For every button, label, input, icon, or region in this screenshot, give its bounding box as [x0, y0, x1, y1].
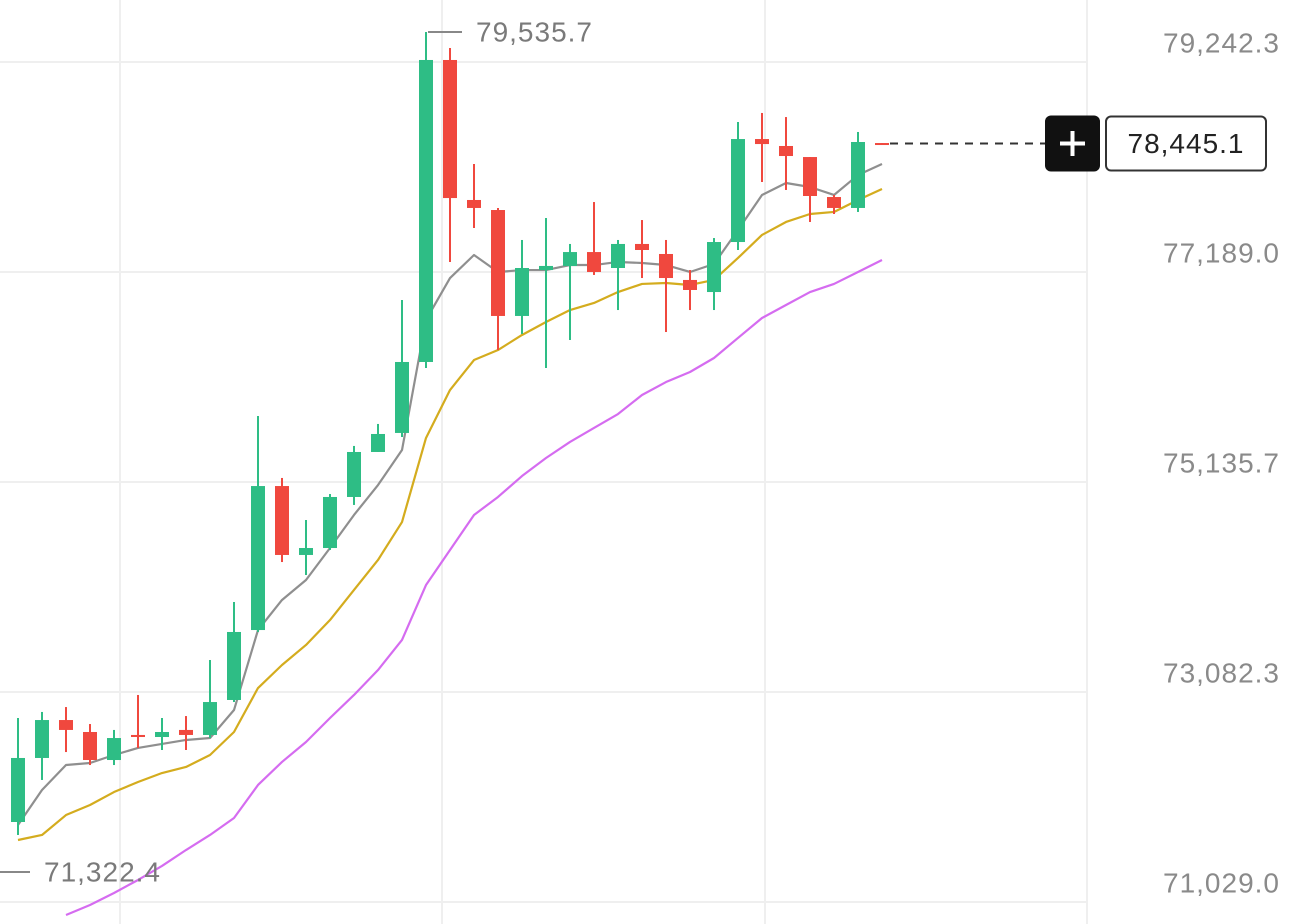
candle-body — [539, 265, 553, 271]
ema-line — [65, 259, 883, 916]
candle-body — [251, 486, 265, 631]
candle-body — [515, 267, 529, 316]
last-price-label: 78,445.1 — [1128, 128, 1245, 159]
candle-body — [491, 210, 505, 316]
candle-body — [707, 242, 721, 293]
candle-body — [275, 486, 289, 555]
candle-body — [563, 252, 577, 266]
candle-body — [323, 496, 337, 549]
add-order-button[interactable] — [1045, 115, 1100, 172]
y-tick-label: 77,189.0 — [1163, 237, 1280, 268]
ema-line — [17, 188, 883, 842]
high-marker-label: 79,535.7 — [476, 16, 593, 47]
candle-body — [875, 143, 889, 146]
candle-body — [827, 197, 841, 208]
candle-body — [803, 157, 817, 197]
candle-body — [587, 252, 601, 272]
candle-body — [179, 729, 193, 735]
candle-body — [443, 59, 457, 199]
candle-body — [299, 548, 313, 555]
candle-body — [395, 361, 409, 433]
candle-body — [59, 720, 73, 730]
ema-line — [17, 162, 883, 826]
plus-icon — [1060, 131, 1085, 157]
low-marker-label: 71,322.4 — [44, 856, 161, 887]
last-price-box — [1105, 115, 1267, 172]
candle-body — [755, 139, 769, 145]
candle-body — [131, 734, 145, 738]
candle-body — [635, 243, 649, 250]
candle-body — [107, 738, 121, 761]
candle-body — [227, 631, 241, 700]
candle-body — [83, 731, 97, 761]
candle-body — [11, 757, 25, 822]
candle-body — [683, 279, 697, 290]
candle-body — [35, 720, 49, 758]
candle-body — [779, 145, 793, 157]
candle-body — [347, 451, 361, 497]
candle-body — [659, 253, 673, 279]
y-tick-label: 75,135.7 — [1163, 447, 1280, 478]
candle-body — [731, 139, 745, 243]
candle-body — [467, 199, 481, 208]
y-tick-label: 79,242.3 — [1163, 27, 1280, 58]
y-tick-label: 71,029.0 — [1163, 867, 1280, 898]
candle-body — [371, 433, 385, 452]
y-tick-label: 73,082.3 — [1163, 657, 1280, 688]
candle-body — [155, 731, 169, 738]
candle-body — [851, 142, 865, 208]
candle-body — [419, 59, 433, 362]
candle-body — [203, 702, 217, 735]
candle-body — [611, 243, 625, 268]
